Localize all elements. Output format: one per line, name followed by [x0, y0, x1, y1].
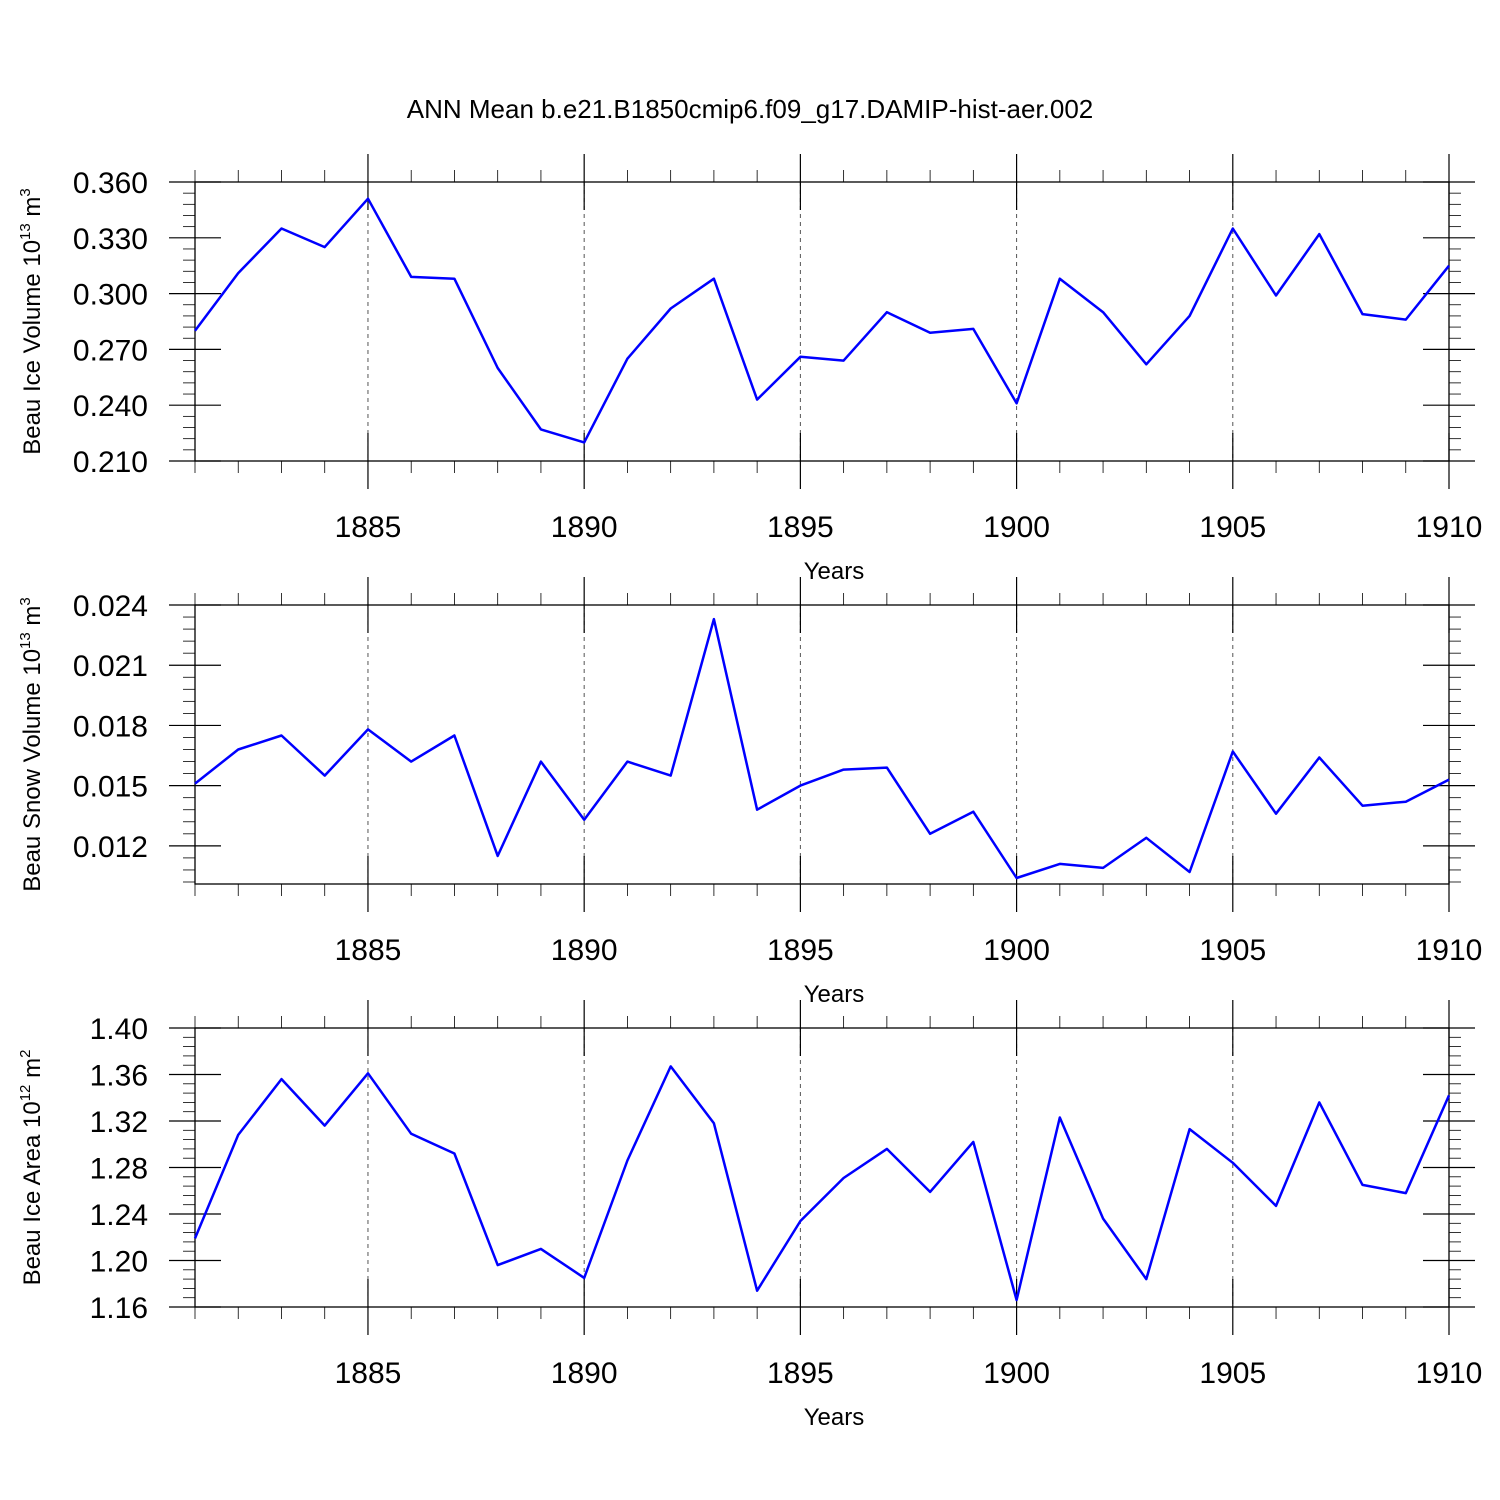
- y-tick-label: 1.28: [90, 1153, 148, 1186]
- y-tick-label: 0.270: [73, 334, 148, 367]
- series-line-1: [193, 1065, 1451, 1302]
- y-axis-label: Beau Snow Volume 1013 m3: [17, 597, 46, 892]
- x-tick-label: 1885: [335, 1357, 402, 1390]
- plot-frame: [194, 604, 1450, 885]
- plot-frame: [194, 181, 1450, 462]
- x-tick-label: 1910: [1416, 511, 1483, 544]
- y-tick-label: 1.20: [90, 1246, 148, 1279]
- x-tick-label: 1895: [767, 934, 834, 967]
- chart-panel-3: 1885 1890 1895 1900 1905 1910 1.16 1.20 1.24 1.28…: [17, 1000, 1482, 1431]
- x-axis-label: Years: [804, 1404, 865, 1431]
- x-tick-label: 1910: [1416, 934, 1483, 967]
- x-tick-label: 1910: [1416, 1357, 1483, 1390]
- x-tick-label: 1890: [551, 511, 618, 544]
- x-tick-label: 1900: [983, 511, 1050, 544]
- x-tick-label: 1885: [335, 934, 402, 967]
- x-tick-label: 1905: [1199, 1357, 1266, 1390]
- plot-frame: [194, 1027, 1450, 1308]
- x-tick-label: 1895: [767, 511, 834, 544]
- chart-panel-1: 1885 1890 1895 1900 1905 1910 0.210 0.240 0.270 0…: [17, 154, 1482, 585]
- y-tick-label: 0.210: [73, 446, 148, 479]
- y-tick-label: 1.36: [90, 1060, 148, 1093]
- x-tick-label: 1890: [551, 1357, 618, 1390]
- y-tick-label: 0.021: [73, 650, 148, 683]
- x-tick-label: 1885: [335, 511, 402, 544]
- series-line-1: [193, 197, 1450, 444]
- x-tick-label: 1905: [1199, 511, 1266, 544]
- x-tick-label: 1900: [983, 934, 1050, 967]
- x-tick-label: 1890: [551, 934, 618, 967]
- y-tick-label: 0.330: [73, 223, 148, 256]
- y-tick-label: 0.300: [73, 279, 148, 312]
- y-axis-label: Beau Ice Volume 1013 m3: [17, 188, 46, 455]
- y-tick-label: 0.240: [73, 390, 148, 423]
- y-tick-label: 1.16: [90, 1292, 148, 1325]
- x-axis-label: Years: [804, 981, 865, 1008]
- y-axis-label: Beau Ice Area 1012 m2: [17, 1050, 46, 1286]
- y-tick-label: 1.24: [90, 1199, 148, 1232]
- x-tick-label: 1900: [983, 1357, 1050, 1390]
- y-tick-label: 0.024: [73, 590, 148, 623]
- chart-panel-2: 1885 1890 1895 1900 1905 1910 0.012 0.015 0.018 0…: [17, 577, 1482, 1008]
- y-tick-label: 1.32: [90, 1106, 148, 1139]
- x-tick-label: 1895: [767, 1357, 834, 1390]
- y-tick-label: 0.015: [73, 771, 148, 804]
- y-tick-label: 0.012: [73, 831, 148, 864]
- chart-panels: 1885 1890 1895 1900 1905 1910 0.210 0.240 0.270 0…: [17, 154, 1482, 1431]
- x-tick-label: 1905: [1199, 934, 1266, 967]
- chart-title: ANN Mean b.e21.B1850cmip6.f09_g17.DAMIP-…: [407, 94, 1094, 124]
- y-tick-label: 1.40: [90, 1013, 148, 1046]
- x-axis-label: Years: [804, 558, 865, 585]
- y-tick-label: 0.360: [73, 167, 148, 200]
- y-tick-label: 0.018: [73, 710, 148, 743]
- series-line-1: [194, 617, 1450, 880]
